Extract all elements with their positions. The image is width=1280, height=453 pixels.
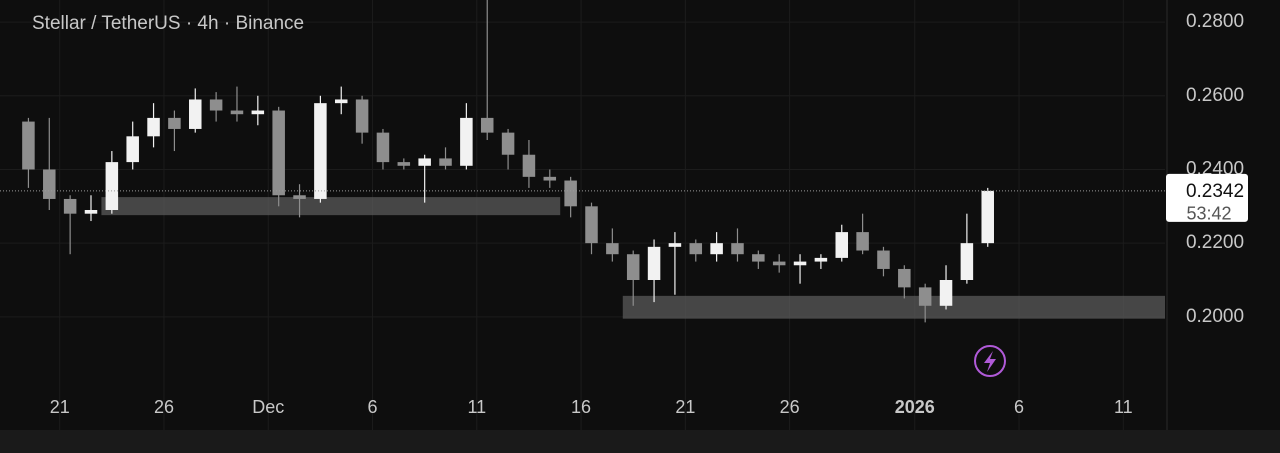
candle-body	[355, 99, 369, 133]
candle-body	[939, 280, 953, 306]
x-tick-label: 6	[1014, 397, 1024, 417]
x-tick-label: 6	[368, 397, 378, 417]
candle-body	[898, 268, 911, 288]
candle-body	[689, 243, 703, 255]
y-tick-label: 0.2000	[1186, 306, 1244, 327]
candle-body	[418, 158, 431, 166]
candle-body	[772, 261, 786, 266]
candle-body	[293, 195, 306, 199]
candle-body	[480, 117, 494, 133]
x-tick-label: 11	[467, 397, 486, 417]
candle-body	[585, 206, 598, 244]
candle-body	[43, 169, 56, 199]
candle-body	[752, 254, 765, 262]
last-price-label: 0.2342	[1186, 181, 1244, 202]
candle-body	[22, 121, 35, 170]
candle-body	[731, 243, 744, 255]
candle-body	[63, 198, 77, 214]
candle-body	[856, 232, 869, 251]
candle-body	[647, 246, 661, 280]
candle-body	[230, 110, 244, 115]
y-tick-label: 0.2800	[1186, 11, 1244, 32]
candle-body	[960, 243, 974, 280]
frame-bottom	[0, 430, 1280, 453]
candle-body	[835, 232, 849, 258]
x-tick-label: 21	[50, 397, 70, 417]
candle-body	[376, 132, 390, 163]
candle-body	[334, 99, 348, 104]
candle-body	[710, 243, 723, 255]
candle-body	[543, 176, 557, 181]
chart-title: Stellar / TetherUS · 4h · Binance	[32, 13, 304, 34]
candle-body	[105, 162, 119, 210]
candle-body	[209, 99, 223, 111]
x-tick-label: 21	[675, 397, 695, 417]
candle-body	[981, 190, 994, 244]
candle-body	[814, 257, 828, 262]
x-tick-label: 26	[780, 397, 800, 417]
candle-body	[793, 261, 807, 266]
candle-body	[189, 99, 202, 129]
x-tick-label: 16	[571, 397, 591, 417]
candle-body	[918, 287, 932, 306]
candle-body	[84, 210, 98, 214]
candle-body	[877, 250, 890, 269]
price-label-box	[1166, 173, 1248, 222]
candle-body	[126, 136, 139, 163]
candle-body	[626, 254, 640, 280]
candle-body	[522, 154, 536, 177]
candle-body	[251, 110, 265, 115]
lightning-icon	[974, 345, 1006, 377]
candle-body	[272, 110, 285, 196]
candle-body	[460, 117, 473, 166]
y-tick-label: 0.2600	[1186, 85, 1244, 106]
candle-body	[501, 132, 515, 155]
candle-body	[147, 117, 160, 137]
x-tick-label: 11	[1114, 397, 1133, 417]
support-zone	[622, 295, 1165, 319]
y-tick-label: 0.2200	[1186, 232, 1244, 253]
x-tick-label: 2026	[895, 397, 935, 417]
x-tick-label: 26	[154, 397, 174, 417]
candle-body	[439, 158, 452, 166]
support-zone	[101, 197, 561, 216]
countdown-label: 53:42	[1186, 204, 1231, 224]
candle-body	[314, 103, 327, 199]
candle-body	[397, 162, 411, 166]
candle-body	[168, 117, 181, 129]
plot-area	[0, 0, 1165, 430]
candle-body	[606, 243, 619, 255]
candle-body	[668, 243, 682, 247]
x-tick-label: Dec	[252, 397, 284, 417]
candle-body	[564, 180, 577, 207]
